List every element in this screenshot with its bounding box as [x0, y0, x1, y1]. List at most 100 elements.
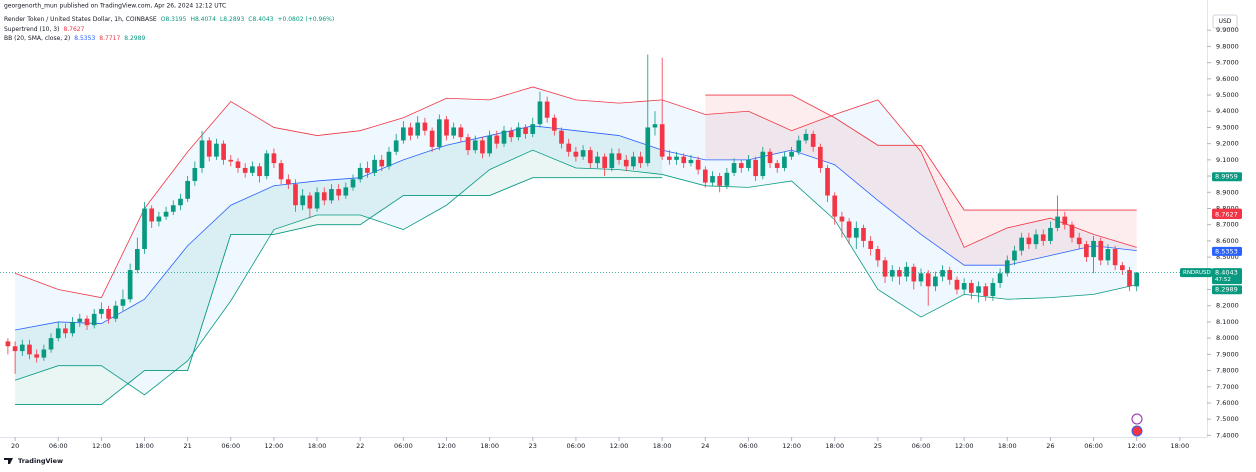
indicator-legend: Supertrend (10, 3) 8.7627 [4, 26, 85, 33]
x-tick-label: 12:00 [265, 442, 284, 450]
candle-body [170, 205, 176, 212]
x-tick-label: 12:00 [610, 442, 629, 450]
candle-body [674, 156, 679, 160]
y-tick-label: 8.6000 [1216, 237, 1239, 245]
x-tick-label: 21 [184, 442, 192, 450]
candle-body [983, 286, 989, 296]
logo [4, 458, 13, 464]
candle-body [401, 127, 406, 141]
candle-body [846, 221, 852, 238]
candle-body [853, 227, 859, 238]
candle-body [199, 140, 205, 168]
candle-body [918, 273, 924, 282]
candle-body [350, 179, 356, 188]
indicator-value: 8.2989 [124, 35, 145, 42]
symbol-title: Render Token / United States Dollar, 1h,… [4, 16, 157, 23]
candle-body [487, 135, 492, 154]
candle-body [257, 166, 262, 177]
candle-body [1091, 240, 1096, 258]
candle-body [70, 321, 75, 334]
candle-body [839, 216, 845, 222]
candle-body [638, 156, 643, 164]
y-tick-label: 7.7000 [1216, 383, 1239, 391]
candle-body [1112, 249, 1118, 266]
price-label-box [1212, 210, 1242, 220]
x-tick-label: 06:00 [739, 442, 758, 450]
candle-body [185, 180, 190, 199]
candle-body [997, 273, 1003, 284]
price-label-box [1212, 172, 1242, 182]
candle-body [1084, 244, 1089, 258]
x-tick-label: 06:00 [394, 442, 413, 450]
candle-body [221, 143, 226, 160]
candle-body [976, 286, 981, 293]
candle-body [372, 159, 377, 173]
candle-body [796, 140, 802, 152]
x-tick-label: 26 [1046, 442, 1054, 450]
y-tick-label: 8.8000 [1216, 204, 1239, 212]
candle-body [235, 161, 241, 168]
candle-body [1040, 234, 1046, 241]
current-price-label: 8.4043 [1215, 269, 1238, 277]
x-tick-label: 24 [701, 442, 709, 450]
x-tick-label: 06:00 [221, 442, 240, 450]
candle-body [609, 153, 615, 168]
y-tick-label: 8.0000 [1216, 334, 1239, 342]
y-tick-label: 9.5000 [1216, 91, 1239, 99]
indicator-value: 8.7627 [63, 26, 84, 33]
legend: Render Token / United States Dollar, 1h,… [4, 16, 334, 42]
y-tick-label: 9.6000 [1216, 75, 1239, 83]
y-tick-label: 7.9000 [1216, 350, 1239, 358]
candle-body [602, 156, 607, 168]
candle-body [789, 151, 794, 157]
candle-body [559, 130, 564, 144]
y-tick-label: 7.6000 [1216, 399, 1239, 407]
candle-body [645, 127, 651, 164]
candle-body [393, 140, 399, 152]
candle-body [214, 143, 219, 157]
currency-box[interactable] [1212, 14, 1238, 29]
candle-body [954, 279, 960, 290]
candle-body [897, 270, 902, 277]
ohlc-value: H8.4074 [190, 16, 216, 23]
candle-body [652, 124, 658, 128]
candle-body [1055, 216, 1060, 228]
bb-lower [14, 149, 1137, 396]
candle-body [1105, 249, 1111, 261]
candle-body [293, 184, 298, 206]
band-fill [15, 86, 1137, 395]
axes: 7.4000 7.5000 7.6000 7.7000 7.8000 7.9000 8.00… [11, 26, 1242, 450]
x-tick-label: 18:00 [825, 442, 844, 450]
candle-body [688, 159, 694, 164]
candle-body [544, 101, 550, 118]
event-icon[interactable] [1131, 425, 1143, 437]
x-tick-label: 12:00 [437, 442, 456, 450]
x-tick-label: 20 [11, 442, 19, 450]
candle-body [242, 167, 248, 173]
candle-body [537, 101, 543, 125]
candle-body [19, 344, 25, 352]
candle-body [336, 189, 341, 196]
y-tick-label: 7.8000 [1216, 367, 1239, 375]
candle-body [990, 283, 996, 296]
supertrend-fill [15, 125, 663, 405]
ohlc-value: +0.0802 (+0.96%) [277, 16, 334, 23]
candle-body [710, 176, 715, 183]
candle-body [386, 151, 392, 167]
event-icon[interactable] [1131, 413, 1143, 425]
x-tick-label: 06:00 [1084, 442, 1103, 450]
candle-body [861, 227, 866, 241]
bb-middle [15, 125, 1137, 331]
y-tick-label: 9.2000 [1216, 140, 1239, 148]
candle-body [77, 318, 83, 322]
candle-body [940, 270, 945, 277]
x-tick-label: 22 [356, 442, 364, 450]
candle-body [156, 216, 162, 222]
candle-body [271, 153, 277, 164]
symbol-label: RNDRUSD [1183, 270, 1211, 276]
candle-body [285, 179, 291, 185]
x-tick-label: 12:00 [782, 442, 801, 450]
candle-body [631, 156, 636, 167]
y-tick-label: 7.5000 [1216, 415, 1239, 423]
